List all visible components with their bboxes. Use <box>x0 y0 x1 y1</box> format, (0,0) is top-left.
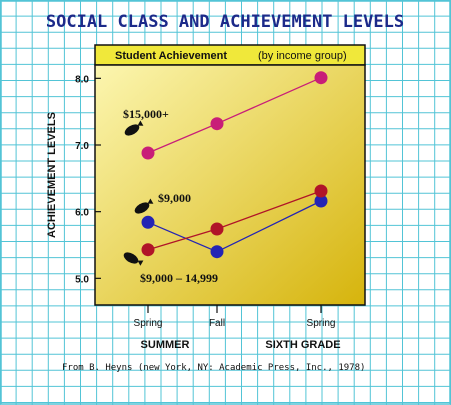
plot-area <box>94 64 366 306</box>
data-point-2 <box>314 184 328 198</box>
data-point-0 <box>141 146 155 160</box>
chart-title: SOCIAL CLASS AND ACHIEVEMENT LEVELS <box>46 12 404 32</box>
data-point-1 <box>141 215 155 229</box>
data-point-2 <box>210 222 224 236</box>
y-axis-label: ACHIEVEMENT LEVELS <box>46 112 58 238</box>
x-axis: Spring Fall Spring <box>134 305 336 329</box>
data-point-1 <box>210 245 224 259</box>
x-tick-label: Spring <box>134 318 163 329</box>
source-note: From B. Heyns (new York, NY: Academic Pr… <box>62 363 365 373</box>
y-tick-label: 6.0 <box>75 208 89 219</box>
y-axis: 8.0 7.0 6.0 5.0 <box>75 74 101 285</box>
group-label-sixth-grade: SIXTH GRADE <box>265 339 340 351</box>
series-label-9000-14999: $9,000 – 14,999 <box>140 271 218 285</box>
data-point-0 <box>314 71 328 85</box>
header-note: (by income group) <box>258 50 347 62</box>
money-bag-icon <box>123 252 144 266</box>
data-point-2 <box>141 243 155 257</box>
data-point-1 <box>314 194 328 208</box>
money-bag-icon <box>134 198 154 214</box>
x-tick-label: Fall <box>209 318 225 329</box>
money-bag-icon <box>124 120 144 136</box>
series-label-9000: $9,000 <box>158 191 191 205</box>
y-tick-label: 5.0 <box>75 274 89 285</box>
y-tick-label: 8.0 <box>75 74 89 85</box>
series-layer <box>141 71 328 259</box>
group-label-summer: SUMMER <box>141 339 190 351</box>
x-tick-label: Spring <box>307 318 336 329</box>
series-label-15000: $15,000+ <box>123 107 169 121</box>
data-point-0 <box>210 117 224 131</box>
header-title: Student Achievement <box>115 50 227 62</box>
y-tick-label: 7.0 <box>75 141 89 152</box>
